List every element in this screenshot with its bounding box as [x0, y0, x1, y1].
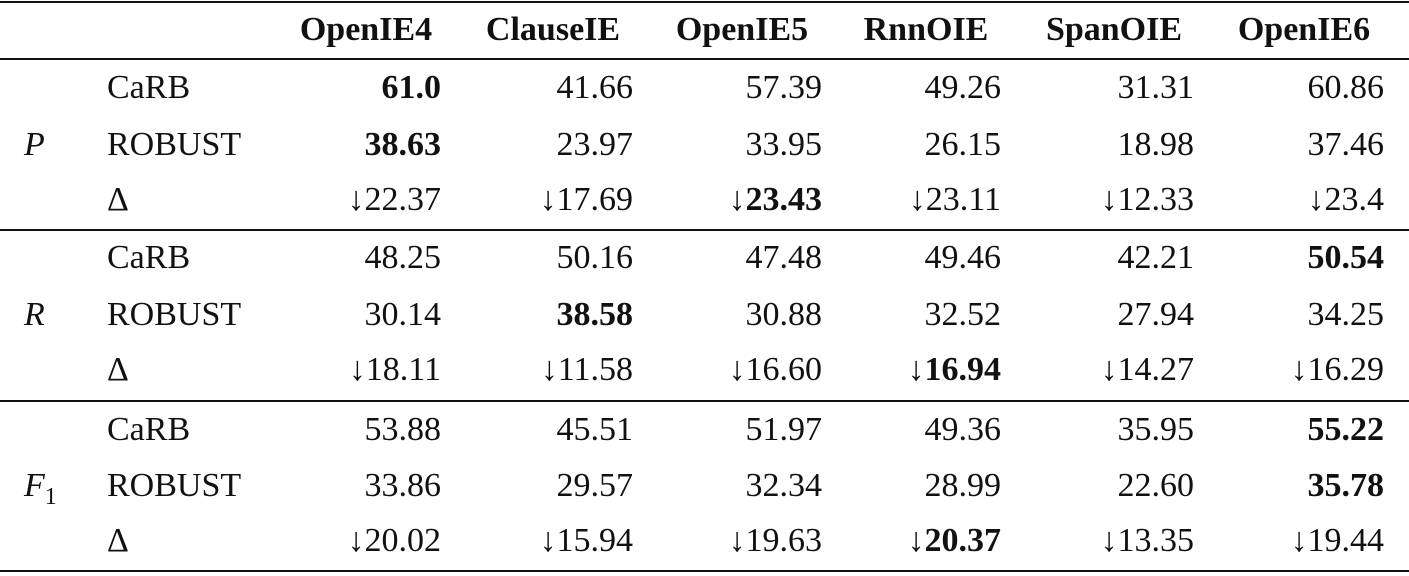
value-cell: 50.54	[1307, 239, 1385, 276]
row-label: ROBUST	[107, 126, 242, 163]
top-rule	[0, 1, 1409, 3]
value-cell: ↓15.94	[539, 522, 634, 559]
value-cell: 30.14	[364, 296, 442, 333]
row-label: CaRB	[107, 411, 191, 448]
value-cell: 45.51	[556, 411, 634, 448]
column-header: OpenIE5	[675, 11, 809, 48]
value-cell: 38.58	[556, 296, 634, 333]
value-cell: 31.31	[1117, 69, 1195, 106]
value-cell: 41.66	[556, 69, 634, 106]
value-cell: 53.88	[364, 411, 442, 448]
value-cell: 29.57	[556, 467, 634, 504]
row-label: Δ	[107, 181, 129, 218]
value-cell: 48.25	[364, 239, 442, 276]
column-header: OpenIE4	[299, 11, 433, 48]
value-cell: ↓20.37	[907, 522, 1002, 559]
value-cell: 30.88	[745, 296, 823, 333]
value-cell: ↓16.60	[728, 351, 823, 388]
value-cell: 57.39	[745, 69, 823, 106]
value-cell: 35.95	[1117, 411, 1195, 448]
value-cell: 32.52	[924, 296, 1002, 333]
value-cell: 33.95	[745, 126, 823, 163]
value-cell: ↓18.11	[348, 351, 441, 388]
column-header: RnnOIE	[863, 11, 989, 48]
group-label: P	[24, 125, 45, 165]
value-cell: ↓23.43	[728, 181, 823, 218]
bottom-rule	[0, 570, 1409, 572]
group-symbol: R	[24, 296, 45, 333]
value-cell: 37.46	[1307, 126, 1385, 163]
value-cell: 26.15	[924, 126, 1002, 163]
value-cell: 49.26	[924, 69, 1002, 106]
row-label: ROBUST	[107, 467, 242, 504]
row-label: Δ	[107, 522, 129, 559]
value-cell: ↓23.4	[1307, 181, 1385, 218]
value-cell: ↓16.94	[907, 351, 1002, 388]
group-label: F1	[24, 466, 57, 510]
group-symbol: P	[24, 126, 45, 163]
column-header: ClauseIE	[485, 11, 621, 48]
value-cell: ↓22.37	[347, 181, 442, 218]
value-cell: 49.46	[924, 239, 1002, 276]
value-cell: 47.48	[745, 239, 823, 276]
value-cell: ↓17.69	[539, 181, 634, 218]
value-cell: 42.21	[1117, 239, 1195, 276]
value-cell: 34.25	[1307, 296, 1385, 333]
value-cell: ↓16.29	[1290, 351, 1385, 388]
column-header: SpanOIE	[1045, 11, 1183, 48]
value-cell: 32.34	[745, 467, 823, 504]
value-cell: ↓19.44	[1290, 522, 1385, 559]
value-cell: 27.94	[1117, 296, 1195, 333]
row-label: CaRB	[107, 69, 191, 106]
column-header: OpenIE6	[1237, 11, 1371, 48]
value-cell: 38.63	[364, 126, 442, 163]
value-cell: ↓19.63	[728, 522, 823, 559]
row-label: ROBUST	[107, 296, 242, 333]
value-cell: ↓23.11	[908, 181, 1001, 218]
value-cell: ↓14.27	[1100, 351, 1195, 388]
value-cell: 28.99	[924, 467, 1002, 504]
value-cell: 51.97	[745, 411, 823, 448]
value-cell: 33.86	[364, 467, 442, 504]
value-cell: 18.98	[1117, 126, 1195, 163]
row-label: Δ	[107, 351, 129, 388]
value-cell: 23.97	[556, 126, 634, 163]
value-cell: 35.78	[1307, 467, 1385, 504]
value-cell: 49.36	[924, 411, 1002, 448]
header-rule	[0, 58, 1409, 60]
value-cell: ↓12.33	[1100, 181, 1195, 218]
group-subscript: 1	[44, 483, 57, 510]
group-symbol: F	[24, 467, 45, 504]
group-rule	[0, 229, 1409, 231]
value-cell: 50.16	[556, 239, 634, 276]
group-rule	[0, 400, 1409, 402]
value-cell: 60.86	[1307, 69, 1385, 106]
value-cell: ↓20.02	[347, 522, 442, 559]
value-cell: 55.22	[1307, 411, 1385, 448]
value-cell: 61.0	[381, 69, 442, 106]
value-cell: 22.60	[1117, 467, 1195, 504]
group-label: R	[24, 295, 45, 335]
row-label: CaRB	[107, 239, 191, 276]
value-cell: ↓13.35	[1100, 522, 1195, 559]
value-cell: ↓11.58	[540, 351, 633, 388]
